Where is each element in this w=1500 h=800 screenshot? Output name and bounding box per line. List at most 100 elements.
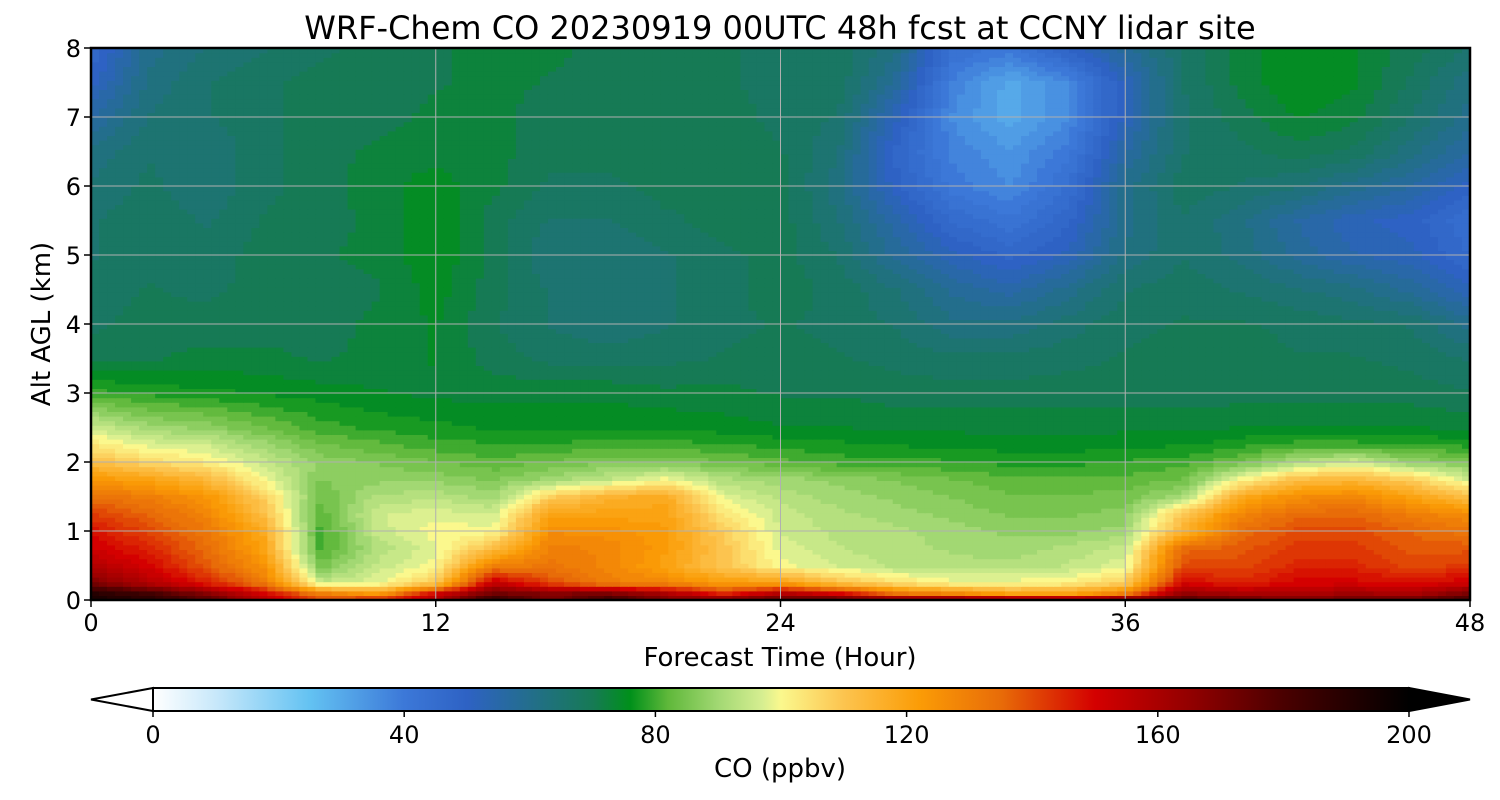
co-cell <box>572 567 581 573</box>
co-cell <box>347 531 357 537</box>
co-cell <box>916 466 926 472</box>
co-cell <box>1381 466 1391 472</box>
co-cell <box>668 512 677 518</box>
co-cell <box>1189 549 1199 555</box>
co-cell <box>291 572 301 578</box>
co-cell <box>1333 494 1343 500</box>
co-cell <box>1101 508 1110 514</box>
co-cell <box>299 517 309 523</box>
co-cell <box>283 581 293 587</box>
co-cell <box>852 572 862 578</box>
co-cell <box>1221 526 1231 532</box>
co-cell <box>283 526 293 532</box>
co-cell <box>1253 540 1263 546</box>
co-cell <box>860 521 870 527</box>
co-cell <box>275 485 285 491</box>
co-cell <box>547 498 557 504</box>
co-cell <box>1421 549 1431 555</box>
co-cell <box>203 567 212 573</box>
co-cell <box>1309 471 1319 477</box>
co-cell <box>740 489 750 495</box>
co-cell <box>876 554 886 560</box>
co-cell <box>980 549 990 555</box>
co-cell <box>235 549 244 555</box>
co-cell <box>948 494 958 500</box>
co-cell <box>812 549 822 555</box>
co-cell <box>507 590 517 596</box>
co-cell <box>1077 508 1086 514</box>
co-cell <box>459 567 469 573</box>
co-cell <box>371 586 381 592</box>
co-cell <box>403 581 413 587</box>
co-cell <box>1173 535 1182 541</box>
co-cell <box>1125 572 1134 578</box>
co-cell <box>179 494 188 500</box>
co-cell <box>1181 498 1190 504</box>
co-cell <box>1333 563 1343 569</box>
co-cell <box>443 558 453 564</box>
co-cell <box>1021 503 1030 509</box>
co-cell <box>1205 549 1215 555</box>
co-cell <box>1453 503 1463 509</box>
co-cell <box>1373 485 1383 491</box>
co-cell <box>972 535 982 541</box>
co-cell <box>684 540 693 546</box>
co-cell <box>1285 554 1295 560</box>
co-cell <box>564 577 573 583</box>
co-cell <box>972 572 982 578</box>
co-cell <box>275 549 285 555</box>
co-cell <box>596 544 605 550</box>
co-cell <box>107 531 116 537</box>
co-cell <box>1429 554 1439 560</box>
co-cell <box>972 512 982 518</box>
co-cell <box>676 512 685 518</box>
co-cell <box>179 590 188 596</box>
co-cell <box>195 595 204 600</box>
co-cell <box>604 595 613 600</box>
co-cell <box>1309 485 1319 491</box>
co-cell <box>147 508 156 514</box>
co-cell <box>556 544 565 550</box>
co-cell <box>1237 572 1247 578</box>
co-cell <box>227 544 236 550</box>
co-cell <box>499 586 509 592</box>
co-cell <box>1365 554 1375 560</box>
co-cell <box>267 498 276 504</box>
co-cell <box>740 544 750 550</box>
co-cell <box>1093 549 1102 555</box>
co-cell <box>620 577 629 583</box>
co-cell <box>275 517 285 523</box>
co-cell <box>1157 554 1166 560</box>
co-cell <box>427 494 437 500</box>
co-cell <box>1093 480 1102 486</box>
co-cell <box>692 595 701 600</box>
co-cell <box>884 508 894 514</box>
co-cell <box>1389 567 1399 573</box>
co-cell <box>828 558 838 564</box>
co-cell <box>203 563 212 569</box>
co-cell <box>1117 535 1126 541</box>
co-cell <box>395 503 405 509</box>
co-cell <box>515 466 525 472</box>
co-cell <box>315 517 325 523</box>
co-cell <box>684 489 693 495</box>
co-cell <box>916 567 926 573</box>
co-cell <box>1125 567 1134 573</box>
co-cell <box>1421 572 1431 578</box>
co-cell <box>1357 540 1367 546</box>
co-cell <box>828 517 838 523</box>
co-cell <box>740 471 750 477</box>
co-cell <box>956 512 966 518</box>
co-cell <box>732 475 742 481</box>
co-cell <box>451 508 461 514</box>
co-cell <box>387 480 397 486</box>
co-cell <box>331 471 341 477</box>
co-cell <box>219 590 228 596</box>
co-cell <box>724 544 733 550</box>
co-cell <box>339 494 349 500</box>
co-cell <box>427 540 437 546</box>
co-cell <box>515 521 525 527</box>
co-cell <box>291 577 301 583</box>
co-cell <box>1004 535 1014 541</box>
co-cell <box>996 590 1006 596</box>
